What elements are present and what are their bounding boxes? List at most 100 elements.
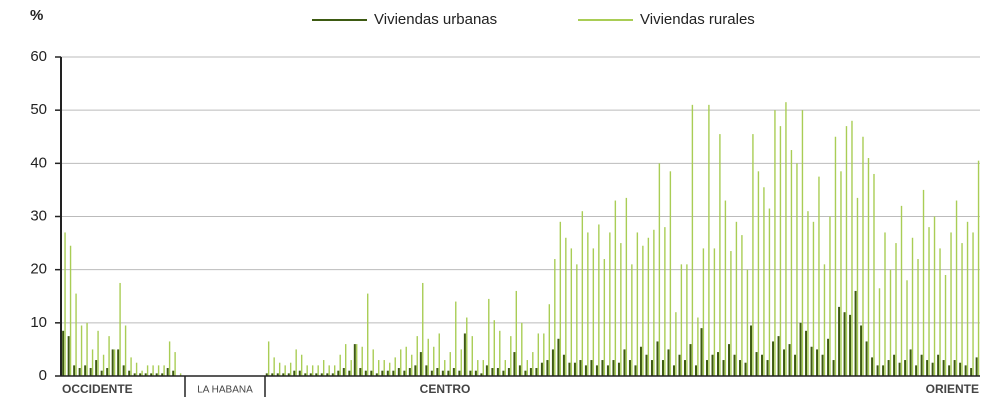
bar [328,365,330,376]
bar [700,328,703,376]
bar [774,110,776,377]
bar [757,171,760,376]
bar [496,368,499,376]
bar [172,370,175,376]
bar [733,354,736,376]
bar [276,373,279,376]
bar [499,330,501,376]
bar [928,227,930,376]
bar [691,104,694,376]
bar [452,368,455,376]
bar [955,200,958,376]
bar [818,176,820,376]
bar [823,264,826,376]
bar [728,344,731,376]
bar [128,370,131,376]
bar [706,360,709,376]
bar [584,365,587,376]
bar [581,211,584,376]
bar [86,322,88,376]
bar [568,362,571,376]
bar [546,360,549,376]
bar [458,370,461,376]
bar [469,370,472,376]
bar [540,362,543,376]
bar [911,237,914,376]
bar [416,336,418,376]
bar [601,360,604,376]
bar [631,264,633,376]
bar [977,160,980,376]
bar [796,163,798,376]
bar [636,232,639,376]
bar [405,346,407,376]
bar [570,248,573,376]
bar [265,373,268,376]
bar [135,362,138,376]
bar [933,216,936,376]
bar [273,357,275,376]
bar [647,237,650,376]
bar [518,365,521,376]
y-tick-label: 50 [30,101,47,118]
bar [961,243,963,376]
bar [289,362,292,376]
bar [75,293,77,376]
bar [449,352,451,376]
bar [359,368,362,376]
bar [702,248,705,376]
bar [411,354,413,376]
bar [658,163,661,376]
bar [856,197,859,376]
bar [711,354,714,376]
bar [513,352,516,376]
bar [805,330,808,376]
bar [342,368,345,376]
bar [763,187,765,376]
bar [67,336,70,376]
bar [295,349,297,376]
bar [436,368,439,376]
bar [444,360,446,376]
region-label: LA HABANA [197,385,253,396]
bar [155,373,158,376]
bar [735,221,738,376]
bar [865,341,868,376]
bar [799,322,802,376]
bar [504,360,506,376]
bar [364,370,367,376]
bar [394,357,396,376]
bar [697,317,699,376]
bar [345,344,347,376]
bar [95,360,98,376]
bar [840,171,842,376]
bar [713,248,716,376]
bar [477,360,479,376]
bar [834,136,837,376]
bar [768,208,771,376]
bar [485,365,488,376]
bar [917,259,919,376]
bar [433,346,435,376]
bar [378,360,380,376]
bar [645,354,648,376]
bar [950,232,952,376]
bar [849,314,852,376]
bar [717,352,720,376]
bar [304,373,307,376]
bar [117,349,120,376]
bar [463,333,466,376]
bar [683,360,686,376]
bar [678,354,681,376]
bar [807,211,809,376]
bar [766,360,769,376]
bar [752,134,754,376]
bar [827,338,830,376]
bar [719,134,721,376]
bar [785,102,787,377]
bar [317,365,319,376]
bar [161,373,164,376]
bar [854,290,857,376]
bar [267,341,270,376]
